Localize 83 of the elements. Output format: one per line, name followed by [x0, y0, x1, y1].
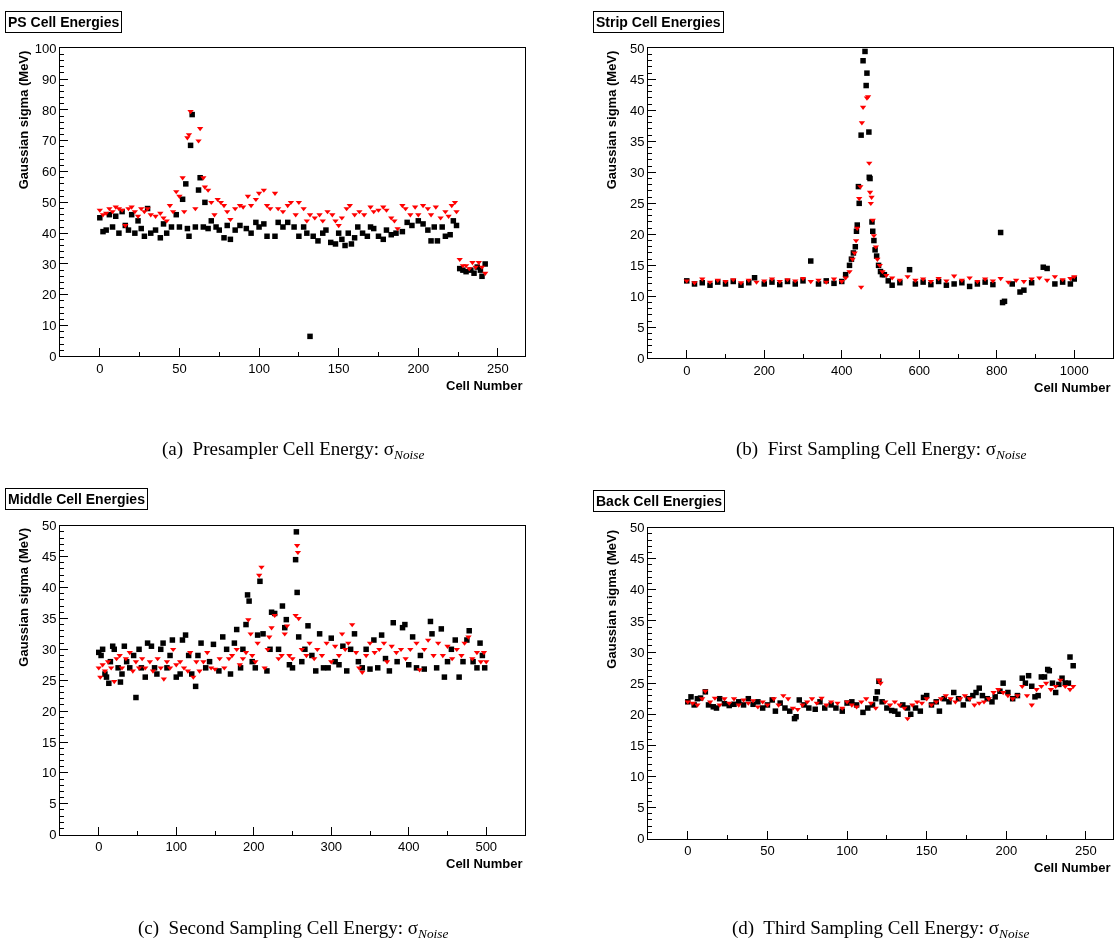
- y-tick-label: 50: [629, 520, 645, 536]
- y-tick-label: 80: [41, 102, 57, 118]
- x-tick-label: 200: [242, 839, 265, 855]
- y-tick-label: 45: [41, 549, 57, 565]
- y-tick-label: 5: [49, 796, 57, 812]
- y-tick-label: 40: [629, 582, 645, 598]
- x-tick-label: 100: [836, 843, 858, 859]
- y-tick-label: 45: [629, 551, 645, 567]
- y-tick-label: 20: [41, 703, 57, 719]
- y-tick-label: 25: [41, 672, 57, 688]
- x-tick-label: 800: [985, 362, 1008, 378]
- x-tick-label: 0: [95, 839, 103, 855]
- y-tick-label: 0: [637, 350, 645, 366]
- chart-title: Strip Cell Energies: [596, 14, 721, 30]
- x-tick-label: 600: [908, 362, 931, 378]
- x-tick-label: 400: [397, 839, 420, 855]
- x-tick-label: 500: [475, 839, 498, 855]
- x-axis-title: Cell Number: [1034, 380, 1111, 395]
- y-tick-label: 25: [629, 195, 645, 211]
- y-tick-label: 10: [629, 769, 645, 785]
- y-tick-label: 15: [41, 734, 57, 750]
- chart-title: PS Cell Energies: [8, 14, 120, 30]
- y-tick-label: 0: [49, 348, 57, 364]
- y-tick-label: 25: [629, 675, 645, 691]
- x-tick-label: 150: [915, 843, 938, 859]
- x-tick-label: 100: [248, 360, 270, 376]
- y-tick-label: 60: [41, 164, 57, 180]
- y-axis-title: Gaussian sigma (MeV): [15, 50, 31, 190]
- x-axis-title: Cell Number: [446, 378, 523, 393]
- y-tick-label: 15: [629, 257, 645, 273]
- y-tick-label: 10: [629, 288, 645, 304]
- x-axis-title: Cell Number: [1034, 860, 1111, 875]
- x-tick-label: 0: [683, 362, 691, 378]
- x-tick-label: 0: [684, 843, 692, 859]
- x-tick-label: 0: [96, 360, 104, 376]
- y-tick-label: 5: [637, 319, 645, 335]
- text: (d) Third Sampling Cell Energy: σ$_{Noise}$: [732, 917, 1030, 941]
- y-axis-title: Gaussian sigma (MeV): [16, 527, 32, 667]
- chart-title: Back Cell Energies: [596, 493, 723, 509]
- y-tick-label: 20: [629, 706, 645, 722]
- x-tick-label: 100: [165, 839, 188, 855]
- y-tick-label: 40: [41, 580, 57, 596]
- y-tick-label: 35: [629, 133, 645, 149]
- y-tick-label: 35: [41, 610, 57, 626]
- y-tick-label: 50: [41, 518, 57, 534]
- y-tick-label: 30: [629, 164, 645, 180]
- y-tick-label: 0: [49, 827, 57, 843]
- y-tick-label: 20: [41, 287, 57, 303]
- y-tick-label: 30: [629, 644, 645, 660]
- y-axis-title: Gaussian sigma (MeV): [603, 50, 619, 190]
- y-tick-label: 90: [41, 71, 57, 87]
- x-tick-label: 50: [760, 843, 775, 859]
- x-tick-label: 200: [753, 362, 776, 378]
- y-tick-label: 20: [629, 226, 645, 242]
- y-tick-label: 15: [629, 737, 645, 753]
- y-tick-label: 10: [41, 765, 57, 781]
- chart-title: Middle Cell Energies: [8, 491, 146, 507]
- text: (a) Presampler Cell Energy: σ$_{Noise}$: [162, 438, 425, 462]
- y-axis-title: Gaussian sigma (MeV): [604, 529, 620, 669]
- y-tick-label: 30: [41, 641, 57, 657]
- x-tick-label: 250: [487, 360, 509, 376]
- y-tick-label: 100: [34, 40, 57, 56]
- y-tick-label: 70: [41, 133, 57, 149]
- x-tick-label: 150: [327, 360, 350, 376]
- x-tick-label: 300: [320, 839, 343, 855]
- y-tick-label: 30: [41, 256, 57, 272]
- x-tick-label: 1000: [1059, 362, 1089, 378]
- y-tick-label: 45: [629, 71, 645, 87]
- y-tick-label: 10: [41, 318, 57, 334]
- x-tick-label: 250: [1075, 843, 1097, 859]
- y-tick-label: 50: [629, 40, 645, 56]
- y-tick-label: 35: [629, 613, 645, 629]
- text: (c) Second Sampling Cell Energy: σ$_{Noise}$: [138, 917, 449, 941]
- y-tick-label: 5: [637, 800, 645, 816]
- x-axis-title: Cell Number: [446, 856, 523, 871]
- y-tick-label: 40: [629, 102, 645, 118]
- text: (b) First Sampling Cell Energy: σ$_{Noise}$: [736, 438, 1027, 462]
- x-tick-label: 50: [172, 360, 187, 376]
- x-tick-label: 200: [995, 843, 1018, 859]
- x-tick-label: 200: [407, 360, 430, 376]
- x-tick-label: 400: [830, 362, 853, 378]
- y-tick-label: 50: [41, 194, 57, 210]
- y-tick-label: 40: [41, 225, 57, 241]
